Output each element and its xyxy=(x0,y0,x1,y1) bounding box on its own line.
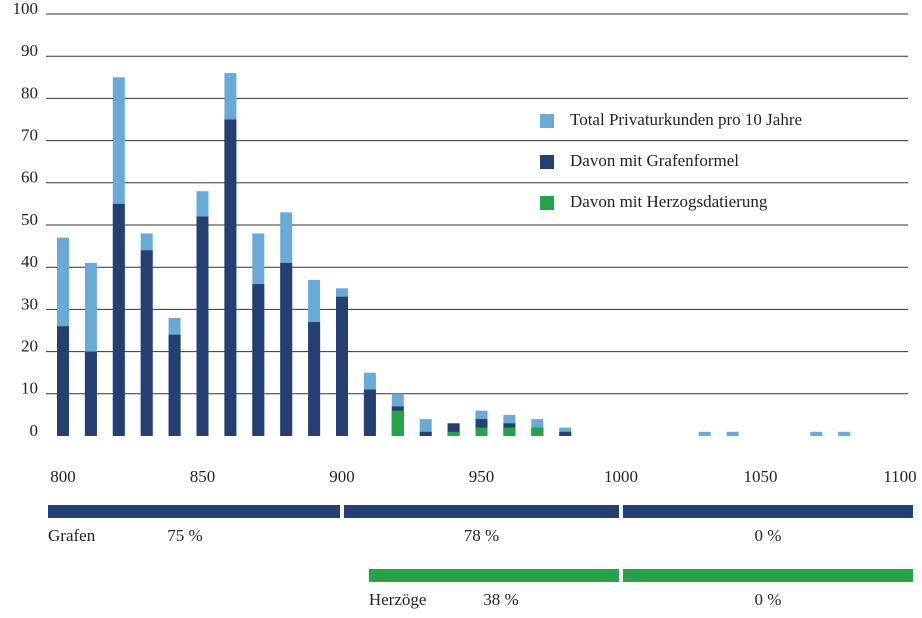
legend-label: Davon mit Grafenformel xyxy=(570,151,739,170)
summary-name: Grafen xyxy=(48,526,96,545)
x-tick-label: 850 xyxy=(190,467,216,486)
bar xyxy=(698,431,711,436)
x-tick-label: 900 xyxy=(329,467,355,486)
summary-bar xyxy=(368,569,619,582)
bar xyxy=(363,389,376,436)
bar xyxy=(280,262,293,436)
x-tick-label: 950 xyxy=(469,467,495,486)
y-tick-label: 100 xyxy=(13,0,39,18)
bar xyxy=(838,431,851,436)
y-tick-label: 80 xyxy=(21,83,38,102)
bar xyxy=(57,326,69,436)
y-tick-label: 10 xyxy=(21,379,38,398)
bar xyxy=(503,427,516,436)
bar xyxy=(475,427,488,436)
y-tick-label: 40 xyxy=(21,252,38,271)
summary-bar xyxy=(623,569,913,582)
bar xyxy=(336,296,348,436)
y-tick-label: 20 xyxy=(21,337,38,356)
bar xyxy=(810,431,823,436)
summary-value: 38 % xyxy=(483,590,518,609)
x-tick-label: 1050 xyxy=(744,467,778,486)
y-tick-label: 30 xyxy=(21,294,38,313)
y-tick-label: 50 xyxy=(21,210,38,229)
bar xyxy=(726,431,739,436)
y-tick-label: 90 xyxy=(21,41,38,60)
legend-label: Total Privaturkunden pro 10 Jahre xyxy=(570,110,802,129)
summary-value: 0 % xyxy=(755,526,782,545)
legend-label: Davon mit Herzogsdatierung xyxy=(570,192,768,211)
summary-value: 78 % xyxy=(464,526,499,545)
y-tick-label: 70 xyxy=(21,126,38,145)
bar xyxy=(252,284,265,436)
summary-value: 75 % xyxy=(167,526,202,545)
bar xyxy=(140,250,153,436)
bar xyxy=(308,322,321,436)
bar xyxy=(531,427,544,436)
x-tick-label: 1100 xyxy=(883,467,916,486)
bar xyxy=(112,203,125,436)
summary-bar xyxy=(48,505,340,518)
bar xyxy=(559,431,572,436)
y-tick-label: 0 xyxy=(30,421,39,440)
bar xyxy=(224,119,237,436)
bar xyxy=(84,351,97,436)
y-tick-label: 60 xyxy=(21,168,38,187)
legend-swatch xyxy=(540,155,554,169)
bar xyxy=(419,431,432,436)
x-tick-label: 800 xyxy=(50,467,76,486)
legend-swatch xyxy=(540,196,554,210)
summary-value: 0 % xyxy=(755,590,782,609)
summary-bar xyxy=(344,505,619,518)
bar xyxy=(391,410,404,436)
summary-name: Herzöge xyxy=(369,590,427,609)
bar xyxy=(447,431,460,436)
x-tick-label: 1000 xyxy=(604,467,638,486)
summary-bar xyxy=(623,505,913,518)
bar xyxy=(168,334,181,436)
legend-swatch xyxy=(540,114,554,128)
bar xyxy=(196,216,209,436)
